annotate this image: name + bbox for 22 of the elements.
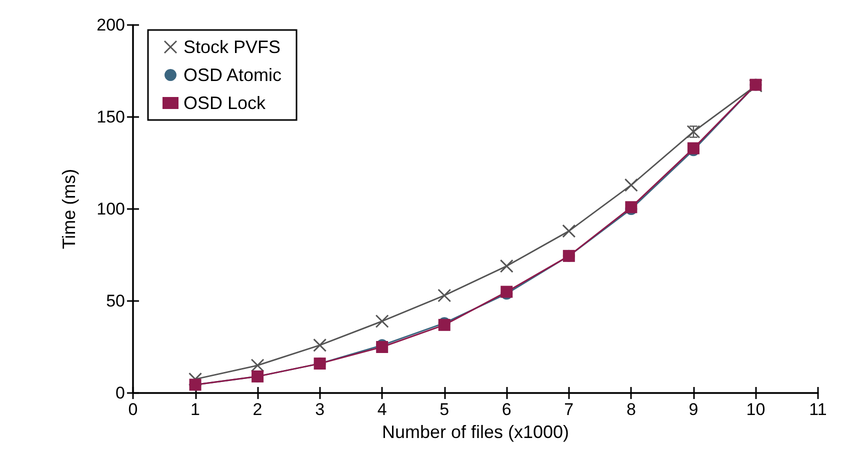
legend-label: Stock PVFS: [184, 37, 281, 57]
x-tick-label: 5: [440, 400, 450, 419]
y-tick-label: 0: [116, 384, 125, 402]
x-tick-label: 3: [315, 400, 325, 419]
x-tick-label: 8: [626, 400, 636, 419]
legend-label: OSD Lock: [184, 93, 267, 113]
y-tick-label: 100: [96, 200, 125, 218]
x-tick-label: 11: [809, 400, 827, 419]
x-tick-label: 0: [128, 400, 138, 419]
y-tick-label: 150: [96, 108, 125, 126]
x-tick-label: 10: [746, 400, 766, 419]
x-tick-label: 9: [688, 400, 698, 419]
x-tick-label: 4: [377, 400, 387, 419]
y-axis-title: Time (ms): [59, 168, 79, 250]
x-tick-label: 7: [564, 400, 574, 419]
y-tick-label: 200: [96, 16, 125, 34]
x-tick-label: 1: [190, 400, 200, 419]
x-axis-title: Number of files (x1000): [382, 422, 570, 442]
y-tick-label: 50: [106, 292, 125, 310]
legend-label: OSD Atomic: [184, 65, 282, 85]
x-tick-label: 6: [502, 400, 512, 419]
x-tick-label: 2: [252, 400, 262, 419]
